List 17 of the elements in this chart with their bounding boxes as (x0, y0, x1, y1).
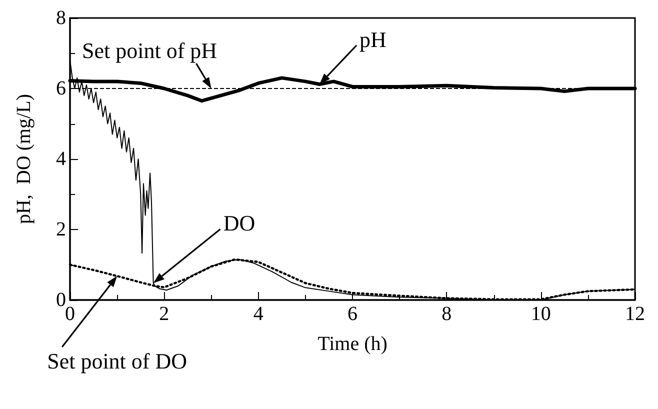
y-tick-label: 0 (56, 289, 66, 311)
x-axis-title: Time (h) (318, 333, 388, 355)
x-tick-label: 12 (625, 303, 645, 325)
y-axis-title: pH, DO (mg/L) (13, 94, 35, 224)
ref-line-label: Set point of pH (82, 38, 218, 63)
y-tick-label: 2 (56, 218, 66, 240)
x-tick-label: 2 (159, 303, 170, 325)
y-tick-label: 4 (56, 148, 66, 170)
series-label: DO (223, 210, 256, 236)
x-tick-label: 8 (442, 303, 452, 325)
x-tick-label: 6 (348, 303, 358, 325)
y-tick-label: 6 (56, 78, 66, 100)
x-tick-label: 4 (253, 303, 264, 325)
y-tick-label: 8 (56, 7, 66, 29)
x-tick-label: 10 (530, 303, 551, 325)
text: Set point of DO (47, 348, 188, 374)
series-label: pH (360, 26, 387, 52)
